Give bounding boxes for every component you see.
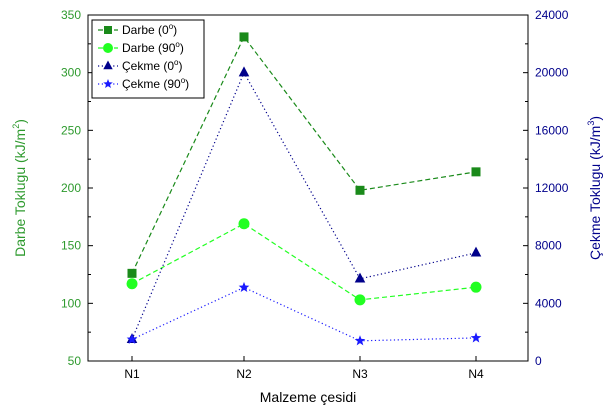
data-point-1-0 xyxy=(126,278,138,290)
data-point-1-2 xyxy=(354,294,366,306)
data-point-3-1 xyxy=(238,281,250,293)
legend-label-2: Çekme (0o) xyxy=(122,58,182,73)
data-point-0-3 xyxy=(471,167,481,177)
data-point-0-0 xyxy=(127,268,137,278)
right-axis-title-main: Çekme Toklugu (kJ/m xyxy=(587,126,603,260)
legend-label-1: Darbe (90o) xyxy=(122,40,184,55)
legend-label-0: Darbe (0o) xyxy=(122,22,177,37)
data-point-0-1 xyxy=(239,32,249,42)
legend-marker-3 xyxy=(103,79,113,89)
data-point-2-2 xyxy=(354,272,366,283)
left-tick-label: 250 xyxy=(61,123,81,137)
right-tick-label: 20000 xyxy=(535,66,569,80)
data-point-3-0 xyxy=(126,333,138,344)
right-axis-title-end: ) xyxy=(587,116,603,121)
legend-label-2-sup: o xyxy=(174,58,179,67)
legend-label-0-sup: o xyxy=(169,22,174,31)
left-tick-label: 100 xyxy=(61,296,81,310)
ticks-layer: N1 N2 N3 N4 50 100 150 200 250 300 350 0 4000 8000 120… xyxy=(61,8,569,381)
data-point-0-2 xyxy=(355,185,365,195)
data-point-3-3 xyxy=(470,332,482,343)
left-tick-label: 300 xyxy=(61,66,81,80)
series-line-2 xyxy=(131,71,477,340)
left-axis-title-main: Darbe Toklugu (kJ/m xyxy=(12,129,28,257)
right-tick-label: 8000 xyxy=(535,239,562,253)
x-tick-label: N3 xyxy=(352,367,368,381)
data-point-3-2 xyxy=(354,335,366,346)
left-axis-title-sup: 2 xyxy=(11,124,21,129)
x-axis-title: Malzeme çesidi xyxy=(260,389,356,405)
data-point-1-1 xyxy=(238,218,250,230)
legend-label-2-end: ) xyxy=(178,59,182,73)
legend-label-3-end: ) xyxy=(185,77,189,91)
legend-label-2-main: Çekme (0 xyxy=(122,59,174,73)
legend-label-0-main: Darbe (0 xyxy=(122,23,169,37)
left-tick-label: 50 xyxy=(68,354,82,368)
left-tick-label: 150 xyxy=(61,239,81,253)
left-axis-title: Darbe Toklugu (kJ/m2) xyxy=(11,119,28,257)
series-line-3 xyxy=(131,286,477,342)
right-axis-title-sup: 3 xyxy=(586,121,596,126)
right-tick-label: 0 xyxy=(535,354,542,368)
left-tick-label: 200 xyxy=(61,181,81,195)
legend-marker-2 xyxy=(103,60,113,70)
series-line-1 xyxy=(131,223,477,301)
x-tick-label: N1 xyxy=(124,367,140,381)
x-tick-label: N2 xyxy=(236,367,252,381)
data-point-1-3 xyxy=(470,281,482,293)
legend-label-3-sup: o xyxy=(181,76,186,85)
legend-label-3-main: Çekme (90 xyxy=(122,77,181,91)
data-point-2-3 xyxy=(470,246,482,257)
right-axis-title: Çekme Toklugu (kJ/m3) xyxy=(586,116,603,260)
data-point-2-1 xyxy=(238,66,250,77)
series-line-0 xyxy=(131,35,477,274)
legend-label-1-sup: o xyxy=(175,40,180,49)
legend-label-1-main: Darbe (90 xyxy=(122,41,176,55)
right-tick-label: 24000 xyxy=(535,8,569,22)
right-tick-label: 12000 xyxy=(535,181,569,195)
legend: Darbe (0o) Darbe (90o) Çekme (0o) Çekme … xyxy=(91,19,205,99)
series-layer xyxy=(126,32,482,346)
legend-label-1-end: ) xyxy=(180,41,184,55)
legend-items xyxy=(98,26,118,89)
right-tick-label: 4000 xyxy=(535,296,562,310)
x-tick-label: N4 xyxy=(468,367,484,381)
right-tick-label: 16000 xyxy=(535,123,569,137)
legend-marker-1 xyxy=(103,43,113,53)
left-tick-label: 350 xyxy=(61,8,81,22)
legend-label-3: Çekme (90o) xyxy=(122,76,189,91)
legend-marker-0 xyxy=(104,26,112,34)
left-axis-title-end: ) xyxy=(12,119,28,124)
legend-label-0-end: ) xyxy=(173,23,177,37)
